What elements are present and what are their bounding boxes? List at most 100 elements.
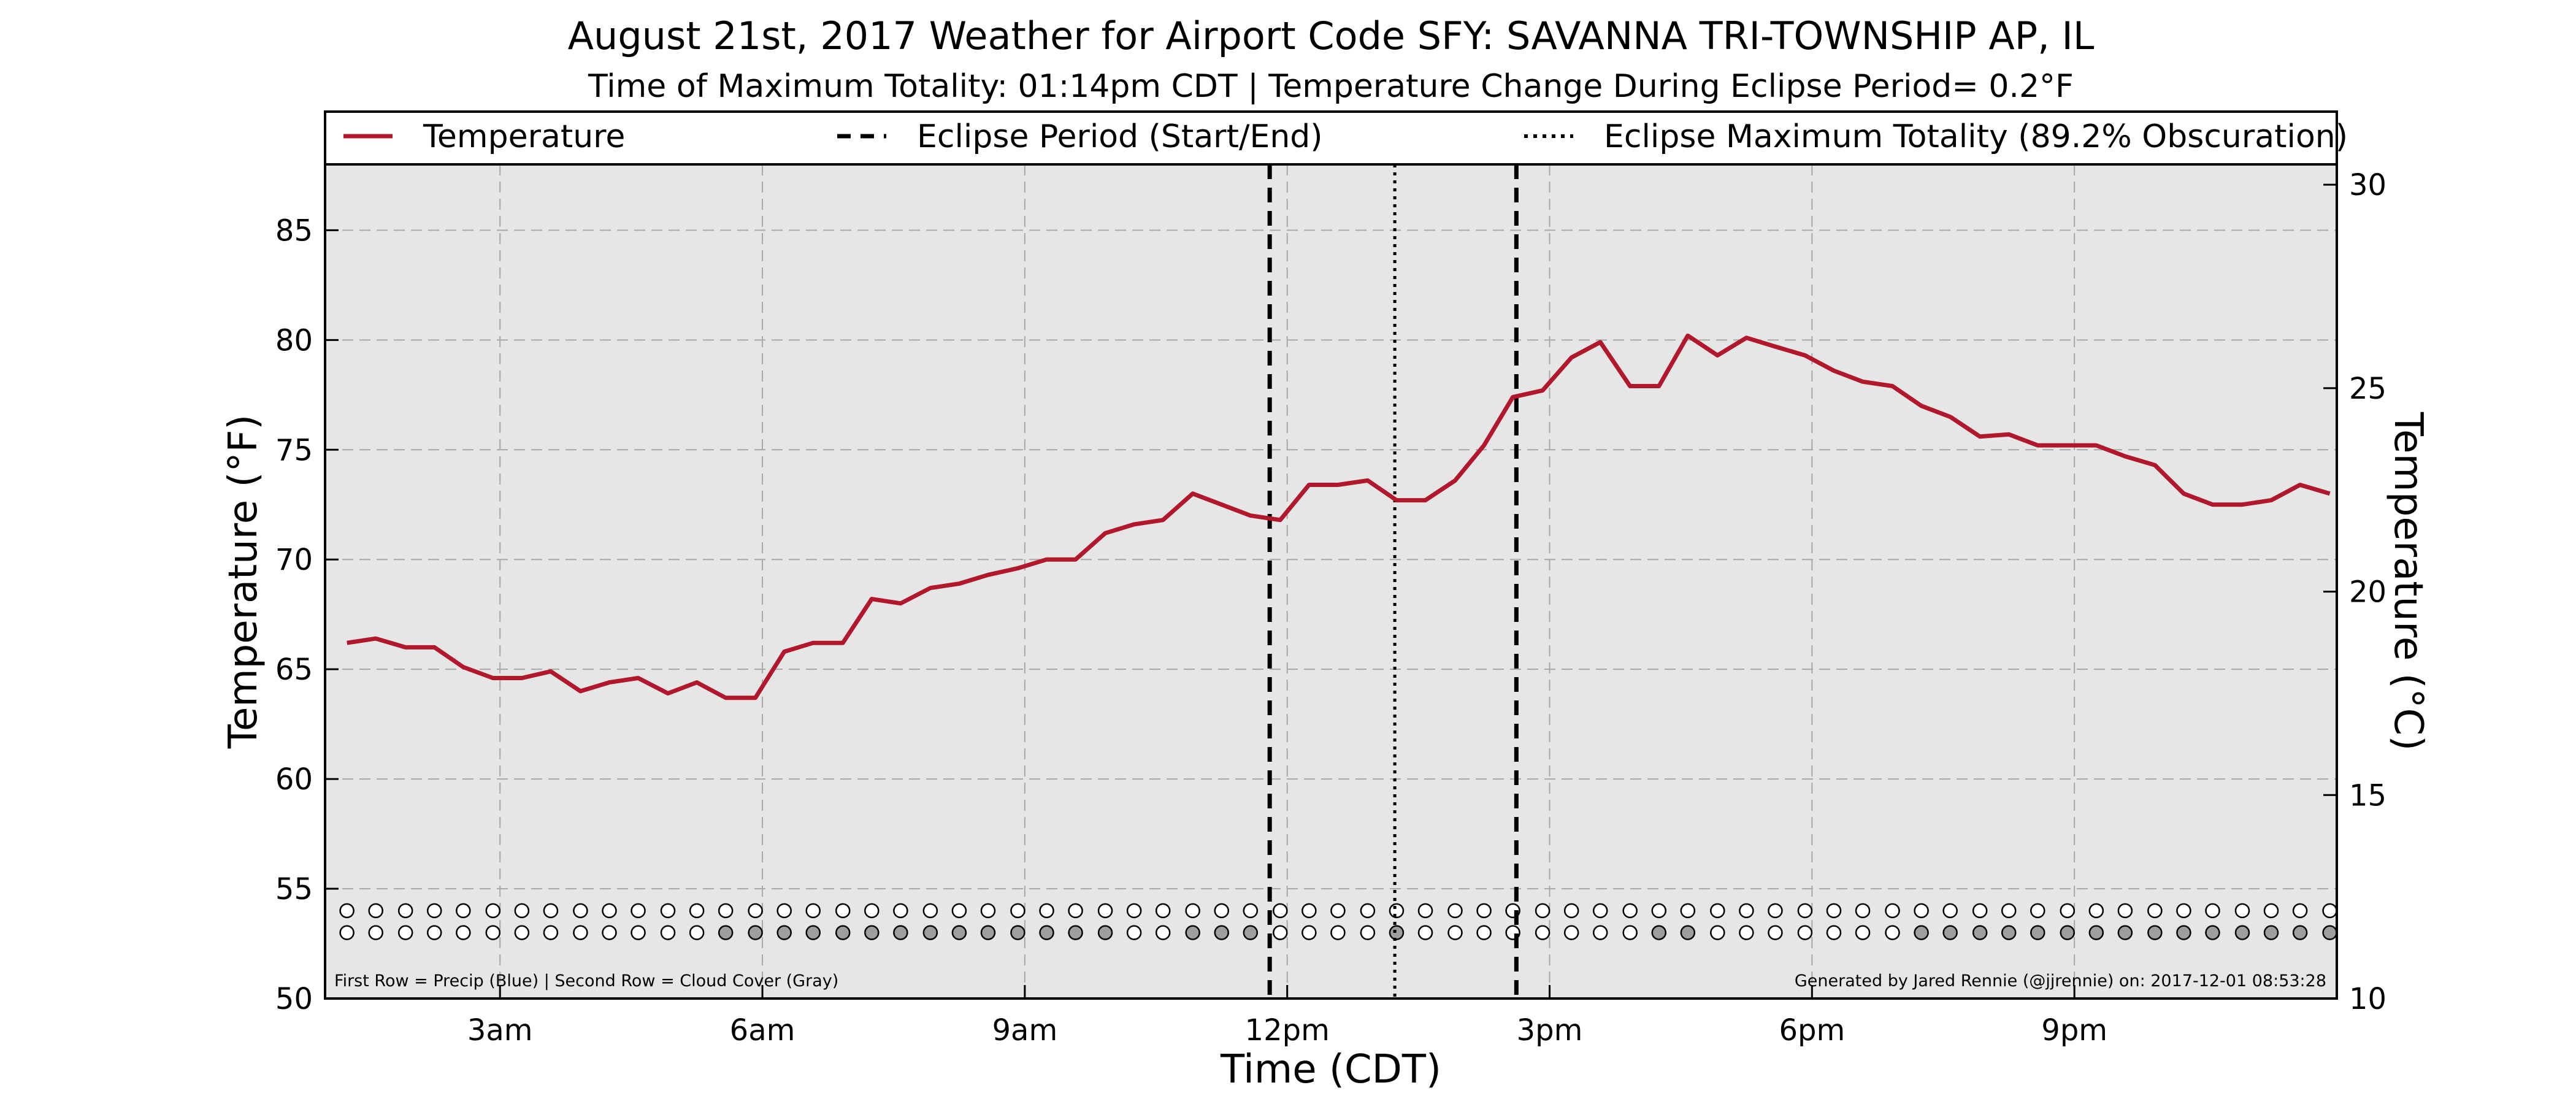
precip-dot [1710, 903, 1725, 919]
precip-dot [368, 903, 383, 919]
y-tick-label: 85 [275, 213, 313, 248]
precip-dot [1360, 903, 1376, 919]
precip-dot [1651, 903, 1667, 919]
x-tick-label: 6pm [1779, 1013, 1845, 1048]
cloud-dot [1476, 925, 1492, 940]
legend-label-eclipse-max: Eclipse Maximum Totality (89.2% Obscurat… [1604, 118, 2348, 155]
precip-dot [1185, 903, 1200, 919]
cloud-dot [1855, 925, 1871, 940]
precip-dot [689, 903, 705, 919]
chart-subtitle: Time of Maximum Totality: 01:14pm CDT | … [588, 68, 2074, 105]
precip-dot [427, 903, 442, 919]
cloud-dot [631, 925, 646, 940]
cloud-dot [748, 925, 763, 940]
precip-dot [1039, 903, 1054, 919]
precip-dot [1389, 903, 1405, 919]
precip-dot [1243, 903, 1259, 919]
precip-dot [2060, 903, 2076, 919]
precip-dot [1563, 903, 1579, 919]
cloud-dot [1301, 925, 1317, 940]
cloud-dot [1826, 925, 1842, 940]
cloud-dot [2147, 925, 2163, 940]
precip-dot [1447, 903, 1463, 919]
precip-dot [1680, 903, 1696, 919]
cloud-dot [1273, 925, 1288, 940]
cloud-dot [2234, 925, 2250, 940]
cloud-dot [1535, 925, 1551, 940]
y-right-tick-label: 25 [2349, 372, 2386, 406]
cloud-dot [2030, 925, 2045, 940]
cloud-dot [2292, 925, 2308, 940]
x-axis-label: Time (CDT) [1220, 1047, 1441, 1092]
y-tick-label: 50 [275, 982, 313, 1016]
cloud-dot [1797, 925, 1813, 940]
cloud-dot [1972, 925, 1988, 940]
cloud-dot [1360, 925, 1376, 940]
cloud-dot [1155, 925, 1171, 940]
cloud-dot [2263, 925, 2279, 940]
eclipse-lines [1267, 164, 1519, 999]
cloud-dot [951, 925, 967, 940]
precip-dot [835, 903, 851, 919]
x-tick-label: 9am [992, 1013, 1058, 1048]
cloud-dot [2117, 925, 2133, 940]
precip-dot [2117, 903, 2133, 919]
cloud-dot [835, 925, 851, 940]
cloud-dot [1592, 925, 1608, 940]
temperature-series [347, 333, 2331, 700]
y-tick-label: 75 [275, 433, 313, 467]
footnote-right: Generated by Jared Rennie (@jjrennie) on… [1795, 972, 2326, 991]
cloud-dot [602, 925, 617, 940]
legend-box [324, 110, 2338, 166]
x-tick-label: 12pm [1245, 1013, 1330, 1048]
cloud-dot [864, 925, 880, 940]
precip-dot [922, 903, 938, 919]
cloud-dot [1214, 925, 1229, 940]
cloud-dot [368, 925, 383, 940]
precip-dot [1855, 903, 1871, 919]
precip-dot [514, 903, 530, 919]
cloud-dot [1068, 925, 1083, 940]
cloud-dot [1710, 925, 1725, 940]
grid [325, 164, 2337, 999]
precip-dot [1417, 903, 1433, 919]
precip-dot [2292, 903, 2308, 919]
precip-dot [1797, 903, 1813, 919]
precip-dot [805, 903, 821, 919]
precip-dot [748, 903, 763, 919]
precip-cloud-dots [339, 903, 2337, 940]
precip-dot [543, 903, 559, 919]
cloud-dot [718, 925, 734, 940]
cloud-dot [660, 925, 676, 940]
cloud-dot [339, 925, 355, 940]
precip-dot [1330, 903, 1346, 919]
precip-dot [1535, 903, 1551, 919]
y-axis-label-right: Temperature (°C) [2385, 412, 2431, 751]
precip-dot [631, 903, 646, 919]
precip-dot [893, 903, 908, 919]
precip-dot [339, 903, 355, 919]
cloud-dot [1185, 925, 1200, 940]
precip-dot [1126, 903, 1142, 919]
precip-dot [1622, 903, 1638, 919]
legend: Temperature Eclipse Period (Start/End) E… [324, 110, 2348, 166]
precip-dot [1914, 903, 1929, 919]
cloud-dot [1097, 925, 1113, 940]
precip-dot [1155, 903, 1171, 919]
precip-dot [2001, 903, 2017, 919]
precip-dot [397, 903, 413, 919]
precip-dot [951, 903, 967, 919]
cloud-dot [2176, 925, 2191, 940]
cloud-dot [1389, 925, 1405, 940]
precip-dot [1010, 903, 1025, 919]
precip-dot [1972, 903, 1988, 919]
y-right-tick-label: 15 [2349, 778, 2386, 813]
cloud-dot [1447, 925, 1463, 940]
x-tick-label: 3am [467, 1013, 533, 1048]
cloud-dot [1739, 925, 1754, 940]
cloud-dot [485, 925, 501, 940]
y-axis-label-left: Temperature (°F) [221, 415, 266, 749]
cloud-dot [805, 925, 821, 940]
precip-dot [456, 903, 471, 919]
